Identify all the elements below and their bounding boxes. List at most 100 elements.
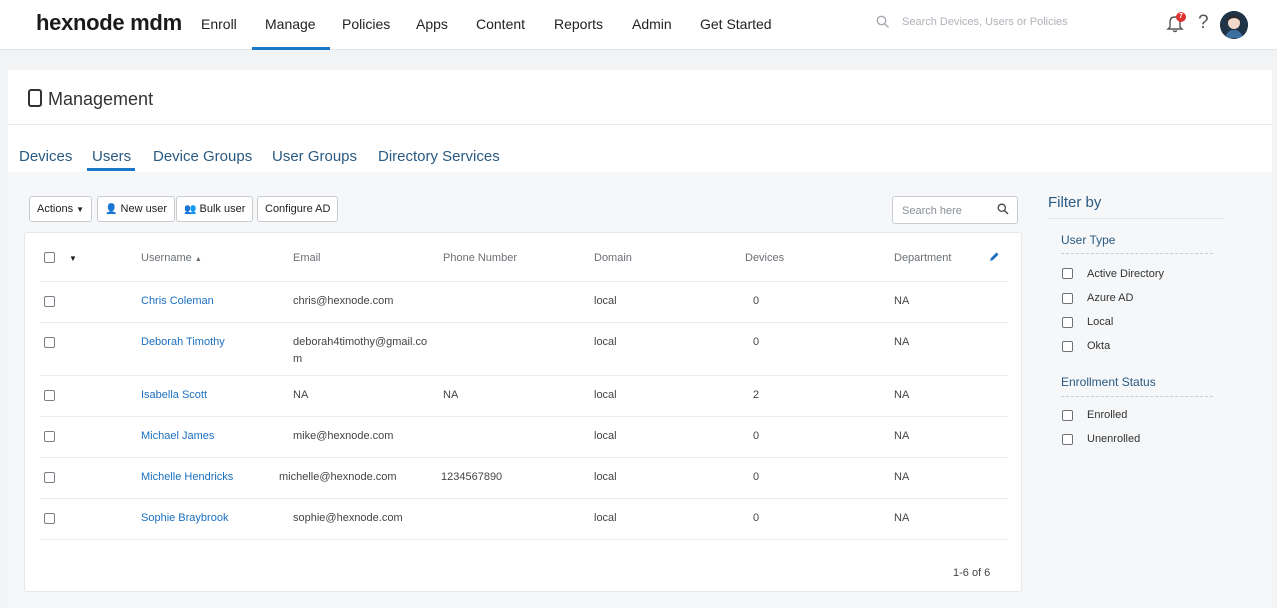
tab-directory-services[interactable]: Directory Services (378, 148, 500, 165)
row-username[interactable]: Michelle Hendricks (141, 471, 234, 483)
row-username[interactable]: Chris Coleman (141, 295, 214, 307)
header-username[interactable]: Username ▲ (141, 252, 202, 264)
row-email-wrap: m (293, 353, 303, 365)
header-username-label: Username (141, 252, 192, 264)
page-title: Management (48, 89, 154, 109)
filter-azure-ad-label[interactable]: Azure AD (1087, 292, 1134, 304)
filter-title: Filter by (1048, 194, 1102, 211)
row-checkbox[interactable] (44, 472, 55, 483)
row-username[interactable]: Isabella Scott (141, 389, 208, 401)
users-table (24, 232, 1022, 592)
tab-device-groups[interactable]: Device Groups (153, 148, 253, 165)
search-icon (876, 15, 890, 32)
filter-divider (1048, 218, 1224, 219)
row-checkbox[interactable] (44, 513, 55, 524)
global-search-placeholder: Search Devices, Users or Policies (902, 16, 1068, 28)
filter-okta-checkbox[interactable] (1062, 341, 1073, 352)
filter-okta-label[interactable]: Okta (1087, 340, 1111, 352)
row-email: NA (293, 389, 309, 401)
row-checkbox[interactable] (44, 337, 55, 348)
filter-enrollment-title: Enrollment Status (1061, 375, 1156, 389)
header-phone-number[interactable]: Phone Number (443, 252, 517, 264)
header-email[interactable]: Email (293, 252, 321, 264)
row-devices: 0 (753, 512, 760, 524)
management-header: Management (8, 70, 1272, 125)
row-domain: local (594, 336, 617, 348)
new-user-label: New user (120, 203, 167, 215)
pencil-icon[interactable] (988, 250, 1000, 268)
row-email: michelle@hexnode.com (279, 471, 397, 483)
bulk-user-label: Bulk user (199, 203, 246, 215)
row-department: NA (894, 512, 910, 524)
row-email: sophie@hexnode.com (293, 512, 403, 524)
nav-policies[interactable]: Policies (342, 16, 391, 32)
row-divider (40, 539, 1008, 540)
row-checkbox[interactable] (44, 390, 55, 401)
actions-label: Actions (37, 203, 74, 215)
row-devices: 0 (753, 295, 760, 307)
filter-enrolled-label[interactable]: Enrolled (1087, 409, 1128, 421)
hexnode-logo[interactable]: hexnode mdm (36, 10, 182, 35)
avatar[interactable] (1220, 11, 1248, 39)
nav-manage[interactable]: Manage (265, 16, 316, 32)
row-devices: 0 (753, 471, 760, 483)
row-username[interactable]: Michael James (141, 430, 215, 442)
nav-get-started[interactable]: Get Started (700, 16, 772, 32)
configure-ad-button[interactable]: Configure AD (257, 196, 339, 222)
tab-active-indicator (87, 168, 135, 171)
row-divider (40, 322, 1008, 323)
row-username[interactable]: Sophie Braybrook (141, 512, 229, 524)
row-divider (40, 375, 1008, 376)
search-icon (997, 203, 1009, 218)
filter-divider (1061, 253, 1213, 254)
filter-unenrolled-label[interactable]: Unenrolled (1087, 433, 1141, 445)
new-user-button[interactable]: 👤 New user (97, 196, 175, 222)
notification-badge: 7 (1176, 12, 1186, 22)
users-search-input[interactable]: Search here (892, 196, 1018, 224)
row-domain: local (594, 389, 617, 401)
users-search-placeholder: Search here (902, 205, 962, 217)
actions-dropdown-button[interactable]: Actions ▼ (29, 196, 93, 222)
bulk-user-button[interactable]: 👥 Bulk user (176, 196, 254, 222)
row-checkbox[interactable] (44, 296, 55, 307)
nav-reports[interactable]: Reports (554, 16, 604, 32)
device-icon (28, 89, 42, 107)
row-username[interactable]: Deborah Timothy (141, 336, 225, 348)
filter-divider (1061, 396, 1213, 397)
row-department: NA (894, 295, 910, 307)
header-domain[interactable]: Domain (594, 252, 632, 264)
row-divider (40, 498, 1008, 499)
tab-user-groups[interactable]: User Groups (272, 148, 358, 165)
tab-devices[interactable]: Devices (19, 148, 73, 165)
row-divider (40, 457, 1008, 458)
filter-unenrolled-checkbox[interactable] (1062, 434, 1073, 445)
users-icon: 👥 (184, 204, 197, 215)
header-department[interactable]: Department (894, 252, 952, 264)
filter-active-directory-label[interactable]: Active Directory (1087, 268, 1165, 280)
caret-down-icon[interactable]: ▼ (69, 254, 77, 263)
filter-active-directory-checkbox[interactable] (1062, 268, 1073, 279)
select-all-checkbox[interactable] (44, 252, 55, 263)
row-email: deborah4timothy@gmail.co (293, 336, 428, 348)
help-icon[interactable]: ? (1198, 12, 1209, 33)
filter-azure-ad-checkbox[interactable] (1062, 293, 1073, 304)
row-checkbox[interactable] (44, 431, 55, 442)
row-department: NA (894, 430, 910, 442)
row-email: mike@hexnode.com (293, 430, 394, 442)
user-icon: 👤 (105, 204, 118, 215)
row-domain: local (594, 512, 617, 524)
row-devices: 0 (753, 430, 760, 442)
nav-active-indicator (252, 47, 330, 50)
nav-apps[interactable]: Apps (416, 16, 448, 32)
nav-content[interactable]: Content (476, 16, 526, 32)
header-devices[interactable]: Devices (745, 252, 785, 264)
filter-enrolled-checkbox[interactable] (1062, 410, 1073, 421)
filter-local-checkbox[interactable] (1062, 317, 1073, 328)
row-department: NA (894, 389, 910, 401)
tab-users[interactable]: Users (92, 148, 132, 165)
caret-down-icon: ▼ (76, 205, 85, 214)
filter-local-label[interactable]: Local (1087, 316, 1114, 328)
global-search[interactable]: Search Devices, Users or Policies (876, 15, 1096, 33)
nav-admin[interactable]: Admin (632, 16, 672, 32)
nav-enroll[interactable]: Enroll (201, 16, 237, 32)
